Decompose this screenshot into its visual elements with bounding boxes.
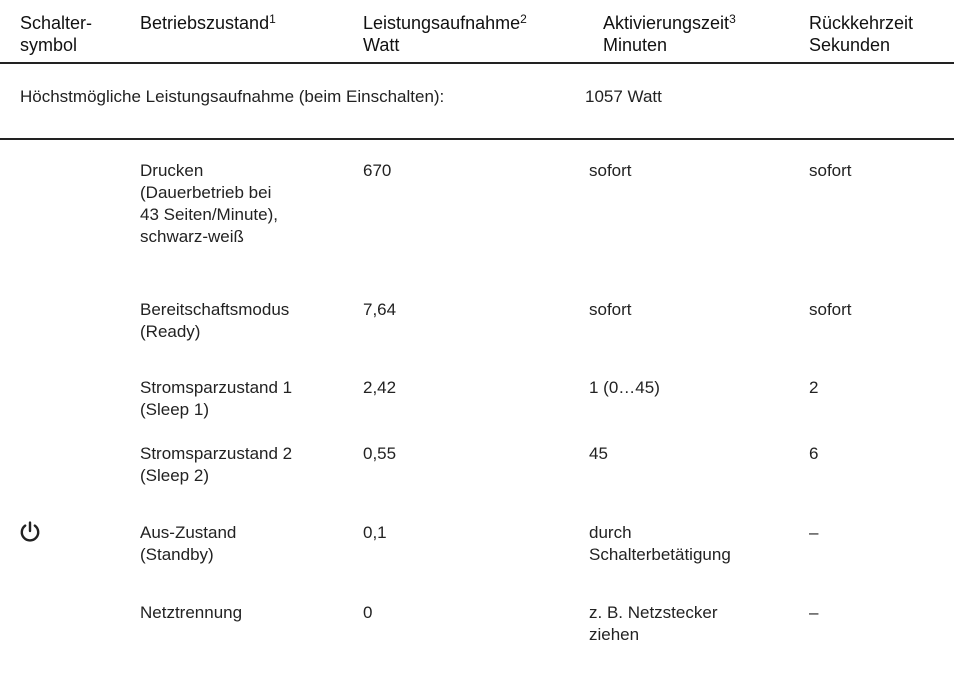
header-activation-unit: Minuten — [603, 35, 668, 55]
row-return: – — [809, 523, 819, 542]
row-power: 0,1 — [363, 523, 387, 542]
footnote-1: 1 — [269, 12, 276, 26]
row-power: 2,42 — [363, 378, 397, 397]
row-power: 670 — [363, 161, 392, 180]
header-return-label: Rückkehrzeit — [809, 13, 914, 33]
max-power-label: Höchstmögliche Leistungsaufnahme (beim E… — [20, 87, 445, 106]
max-power-value: 1057 Watt — [585, 87, 662, 106]
row-state: Bereitschaftsmodus (Ready) — [140, 300, 290, 341]
header-activation-label: Aktivierungszeit — [603, 13, 730, 33]
footnote-3: 3 — [729, 12, 736, 26]
row-state: Netztrennung — [140, 603, 243, 622]
footnote-2: 2 — [520, 12, 527, 26]
row-activation: sofort — [589, 161, 632, 180]
header-activation: Aktivierungszeit3 Minuten — [603, 12, 736, 56]
row-state: Drucken (Dauerbetrieb bei 43 Seiten/Minu… — [140, 161, 278, 246]
header-symbol-line2: symbol — [20, 35, 78, 55]
row-power: 7,64 — [363, 300, 397, 319]
row-return: 6 — [809, 444, 819, 463]
header-return: Rückkehrzeit Sekunden — [809, 12, 913, 56]
header-symbol-line1: Schalter- — [20, 13, 93, 33]
row-return: sofort — [809, 161, 852, 180]
row-state: Stromsparzustand 1 (Sleep 1) — [140, 378, 293, 419]
row-power: 0,55 — [363, 444, 397, 463]
header-power-label: Leistungsaufnahme — [363, 13, 521, 33]
row-power: 0 — [363, 603, 373, 622]
header-power: Leistungsaufnahme2 Watt — [363, 12, 527, 56]
row-return: sofort — [809, 300, 852, 319]
row-return: – — [809, 603, 819, 622]
row-activation: sofort — [589, 300, 632, 319]
header-rule — [0, 62, 954, 64]
power-icon — [20, 521, 40, 542]
header-symbol: Schalter- symbol — [20, 12, 92, 56]
row-activation: durch Schalterbetätigung — [589, 523, 731, 564]
row-return: 2 — [809, 378, 819, 397]
header-power-unit: Watt — [363, 35, 400, 55]
max-power-row: Höchstmögliche Leistungsaufnahme (beim E… — [20, 87, 662, 107]
row-activation: 45 — [589, 444, 608, 463]
row-activation: z. B. Netzstecker ziehen — [589, 603, 718, 644]
row-state: Stromsparzustand 2 (Sleep 2) — [140, 444, 293, 485]
row-state: Aus-Zustand (Standby) — [140, 523, 237, 564]
header-state-label: Betriebszustand — [140, 13, 270, 33]
row-activation: 1 (0…45) — [589, 378, 660, 397]
header-state: Betriebszustand1 — [140, 12, 276, 34]
header-return-unit: Sekunden — [809, 35, 891, 55]
section-rule — [0, 138, 954, 140]
